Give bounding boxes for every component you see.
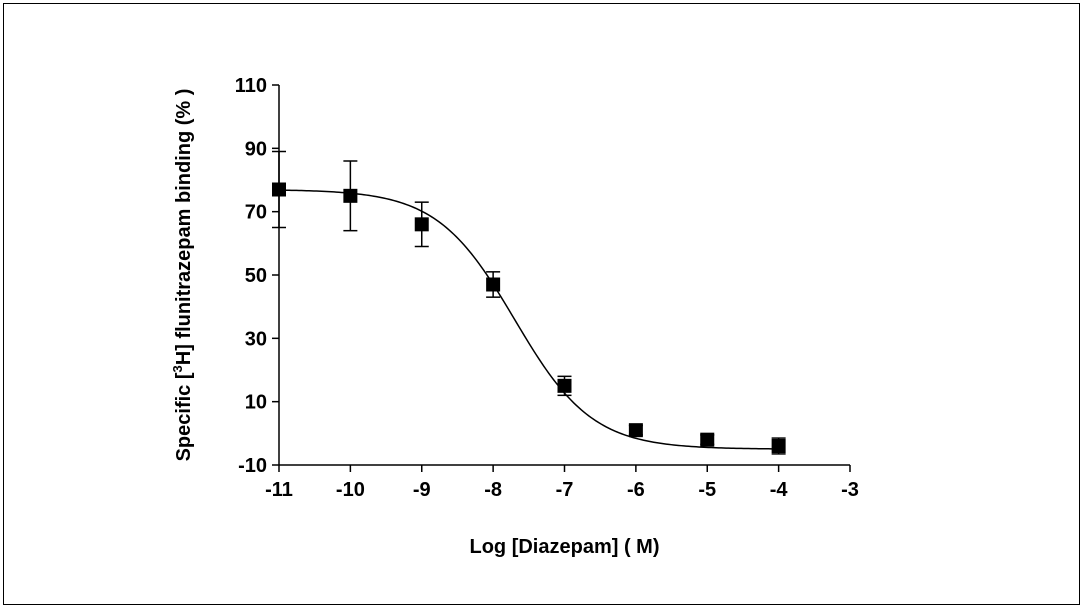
fit-curve: [278, 189, 779, 450]
x-tick-label: -9: [413, 479, 431, 501]
x-tick-label: -3: [841, 479, 859, 501]
y-axis-title-prefix: Specific [: [173, 372, 195, 461]
data-point: [343, 188, 358, 203]
x-tick-label: -6: [627, 479, 645, 501]
data-points-layer: [272, 150, 786, 455]
y-tick-label: -10: [238, 455, 267, 477]
y-tick-label: 110: [235, 75, 267, 97]
y-tick-label: 90: [245, 138, 267, 160]
figure-frame: [3, 3, 1080, 605]
data-point: [414, 217, 429, 232]
y-tick-label: 10: [245, 392, 267, 414]
x-tick-label: -10: [336, 479, 365, 501]
y-axis-title-superscript: 3: [170, 365, 185, 372]
y-tick-label: 70: [245, 202, 267, 224]
x-tick-label: -11: [265, 479, 293, 501]
x-tick-label: -7: [556, 479, 574, 501]
data-point: [557, 378, 572, 393]
x-tick-label: -5: [698, 479, 716, 501]
x-axis-title: Log [Diazepam] ( M): [470, 536, 660, 558]
x-tick-label: -8: [484, 479, 502, 501]
data-point: [486, 277, 501, 292]
y-axis-title: Specific [3H] flunitrazepam binding (% ): [170, 89, 195, 462]
y-tick-label: 50: [245, 265, 267, 287]
x-tick-label: -4: [770, 479, 789, 501]
y-axis-title-suffix: H] flunitrazepam binding (% ): [173, 89, 195, 366]
y-tick-label: 30: [245, 328, 267, 350]
data-point: [272, 182, 286, 197]
data-point: [628, 423, 643, 438]
fit-curve-layer: [278, 189, 779, 450]
data-point: [771, 439, 786, 453]
data-point: [700, 432, 715, 447]
